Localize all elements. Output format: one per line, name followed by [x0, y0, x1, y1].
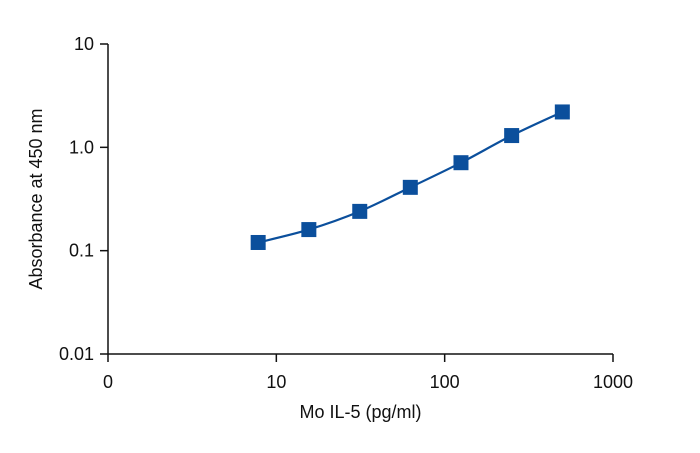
y-tick-label: 10: [74, 34, 94, 54]
y-tick-label: 0.1: [69, 241, 94, 261]
series-group: [250, 104, 570, 250]
x-tick-label: 10: [266, 372, 286, 392]
data-point-marker: [352, 203, 368, 219]
x-tick-label: 0: [103, 372, 113, 392]
y-axis-title: Absorbance at 450 nm: [26, 108, 46, 289]
axes: [107, 44, 613, 355]
data-point-marker: [554, 104, 570, 120]
x-ticks: 0 10 100 1000: [103, 354, 633, 392]
y-ticks: 0.01 0.1 1.0 10: [59, 34, 108, 364]
y-tick-label: 1.0: [69, 137, 94, 157]
data-point-marker: [504, 128, 520, 144]
x-tick-label: 1000: [593, 372, 633, 392]
x-axis-title: Mo IL-5 (pg/ml): [299, 402, 421, 422]
data-point-marker: [301, 222, 317, 238]
data-point-marker: [453, 155, 469, 171]
data-point-marker: [250, 234, 266, 250]
data-point-marker: [402, 179, 418, 195]
x-tick-label: 100: [430, 372, 460, 392]
y-tick-label: 0.01: [59, 344, 94, 364]
